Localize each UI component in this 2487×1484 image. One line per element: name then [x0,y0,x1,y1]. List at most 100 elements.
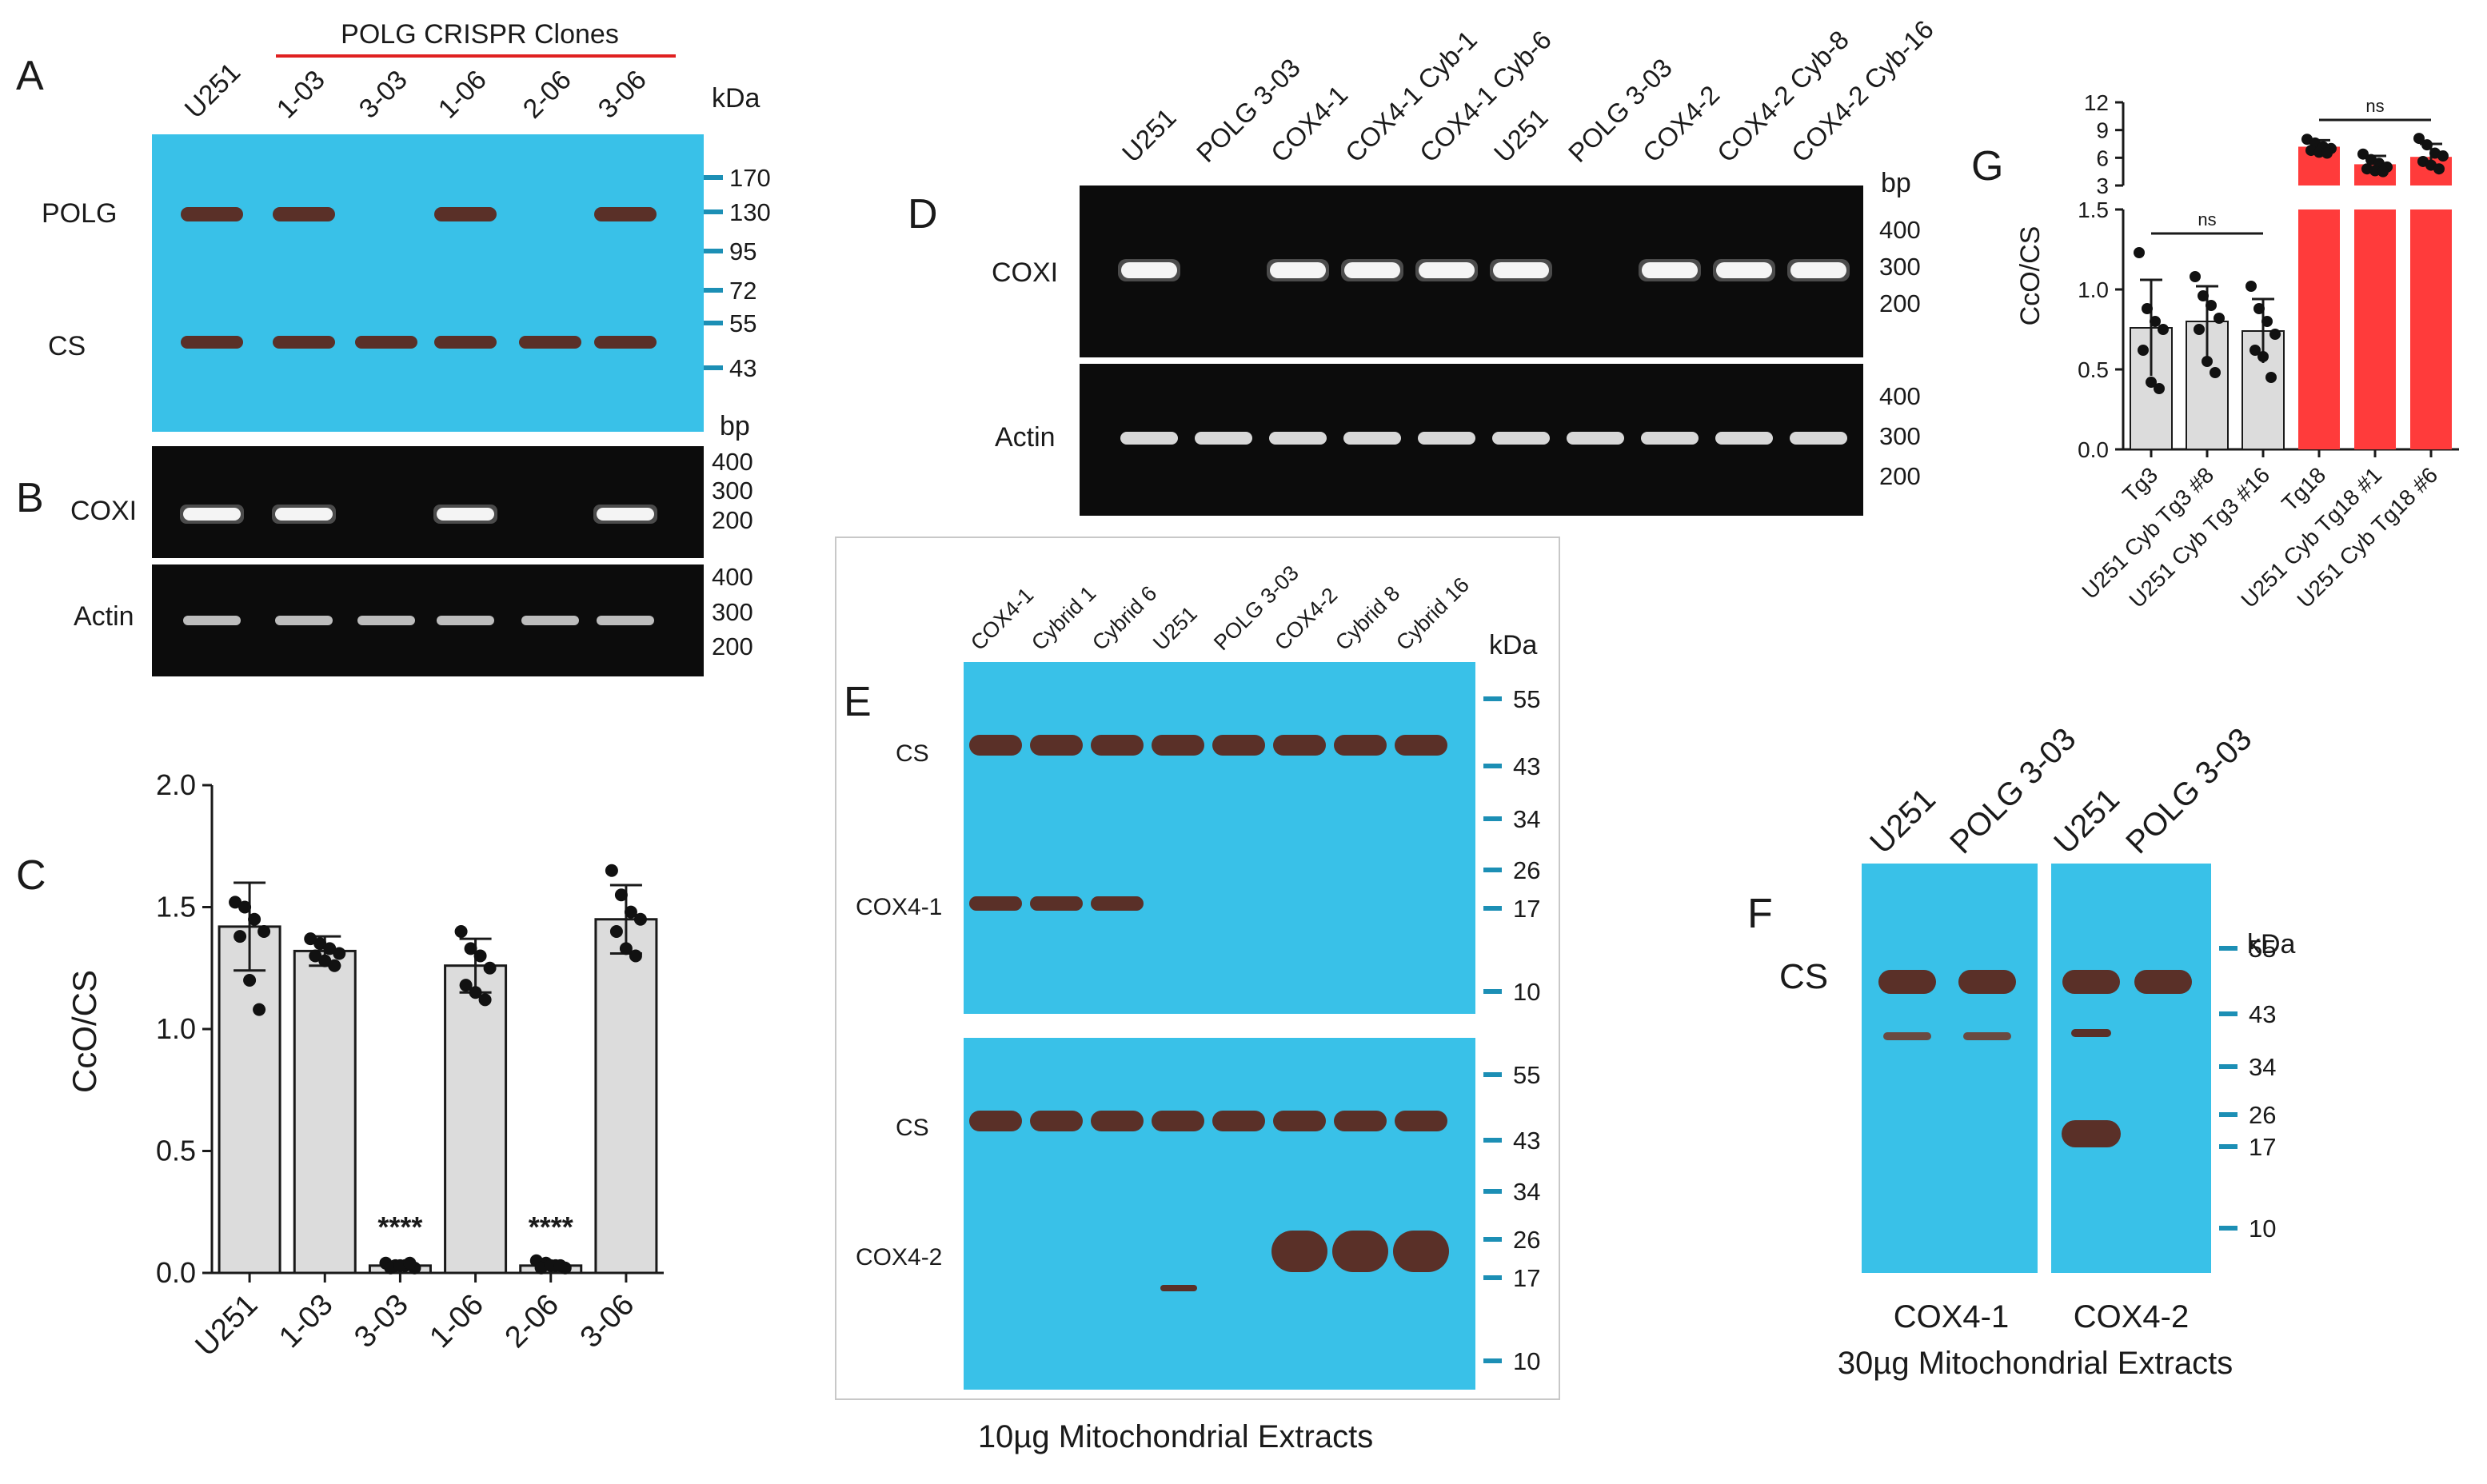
panel-f-blot-label-1: COX4-1 [1894,1299,2010,1334]
chart-c-point [257,925,271,938]
panel-e-band-cs-bottom [1152,1111,1204,1131]
chart-g-point [2198,290,2209,301]
chart-g-point [2134,247,2145,258]
panel-a-band-polg [273,207,335,221]
panel-a-lane-3-06: 3-06 [593,65,653,125]
chart-c-ytick-label: 0.0 [156,1256,196,1289]
chart-c-point [238,900,252,914]
panel-e-band-cs-bottom [1334,1111,1387,1131]
panel-b-letter: B [16,475,44,521]
chart-g-point [2377,166,2389,178]
chart-g-bar-lower [2354,209,2396,449]
panel-e-band-cs-bottom [1091,1111,1144,1131]
panel-d-band-actin [1269,432,1327,445]
chart-g-point [2214,313,2225,324]
panel-e-band-cs-bottom [1030,1111,1083,1131]
panel-b-marker-label: 200 [712,506,753,534]
chart-c-point [464,942,477,955]
panel-a-marker-label: 43 [729,354,756,382]
chart-g-bar-lower [2410,209,2452,449]
chart-c-point [609,925,623,938]
panel-a-marker-label: 55 [729,309,756,337]
panel-b-band-coxi [275,508,333,521]
panel-c-letter: C [16,852,46,899]
panel-f-lane-label: U251 [1863,782,1942,861]
panel-e-markers: 55 43 34 26 17 10 55 43 34 26 17 10 [1483,685,1540,1375]
panel-f-bands [1878,970,2192,1147]
chart-c-annotation: **** [377,1211,422,1243]
chart-g-point [2265,372,2277,383]
panel-e-band-cs-top [1334,735,1387,756]
panel-e-frame [835,537,1560,1400]
panel-e-marker-label: 26 [1513,856,1540,884]
panel-a-bands [181,207,657,349]
panel-e-marker-label: 34 [1513,1178,1540,1206]
chart-g-annotation: ns [2365,96,2384,116]
panel-a-group-label: POLG CRISPR Clones [341,19,619,50]
chart-c-point [534,1261,548,1275]
panel-f-band-cs [1878,970,1936,994]
chart-c-point [553,1259,567,1272]
panel-f-blot-label-2: COX4-2 [2074,1299,2190,1334]
panel-d-band-coxi [1121,262,1177,278]
chart-g-point [2249,345,2261,356]
panel-d-band-coxi [1716,262,1772,278]
panel-g-letter: G [1971,143,2003,189]
chart-g-point [2321,147,2333,159]
chart-c-point [393,1259,407,1272]
panel-d-band-actin [1195,432,1252,445]
chart-c-bar [293,949,357,1275]
chart-g-ytick-label: 3 [2096,174,2109,198]
panel-e-lane-label: COX4-1 [966,583,1038,655]
panel-e-marker-label: 10 [1513,1347,1540,1375]
chart-c-xtick-label: 2-06 [499,1288,565,1354]
panel-d-row-coxi: COXI [992,257,1058,288]
chart-g-ytick-label: 0.5 [2078,357,2109,382]
panel-e-lane-label: Cybrid 16 [1391,572,1474,655]
panel-b-marker-label: 300 [712,477,753,505]
chart-c-point [313,937,327,951]
chart-c-xtick-label: 1-03 [273,1288,339,1354]
panel-b-row-actin: Actin [74,601,134,632]
chart-c-point [473,949,487,963]
panel-e-caption: 10µg Mitochondrial Extracts [978,1419,1373,1454]
panel-e-band-cs-top [1091,735,1144,756]
chart-c-point [614,888,628,902]
panel-d-lane-label: COX4-1 Cyb-1 [1339,25,1483,168]
chart-c-point [605,864,618,877]
panel-a-marker-label: 72 [729,277,756,305]
panel-f-membrane-cox42 [2051,864,2211,1273]
panel-e-band-cox42 [1332,1231,1388,1272]
panel-a-marker-label: 170 [729,164,771,192]
chart-g-point [2210,367,2221,378]
chart-c-point [619,942,633,955]
chart-c-ylabel: CcO/CS [66,970,103,1093]
panel-e-lane-label: Cybrid 8 [1331,581,1404,655]
chart-g-point [2158,324,2169,335]
panel-d-band-actin [1492,432,1550,445]
panel-e-band-cox42 [1393,1231,1449,1272]
panel-a-unit: kDa [712,83,760,114]
panel-e-band-cs-bottom [1212,1111,1265,1131]
panel-b-band-actin [357,616,415,625]
panel-e-lane-label: U251 [1148,601,1202,655]
panel-f-band-faint [1883,1032,1931,1040]
panel-f-marker-label: 26 [2249,1101,2276,1129]
panel-f-lane-label: U251 [2047,782,2126,861]
panel-a-lane-1-06: 1-06 [433,65,493,125]
chart-g-bar-lower [2298,209,2340,449]
panel-f-letter: F [1747,891,1773,937]
panel-d-marker-label: 400 [1879,382,1921,410]
panel-e-band-cox41 [969,896,1022,911]
panel-b-bands [180,505,657,625]
chart-g-point [2437,150,2449,162]
chart-g-annotation: ns [2198,209,2216,229]
panel-f-band-faint [2071,1029,2111,1037]
chart-g-point [2194,324,2205,335]
chart-c-point [629,949,642,963]
panel-e-band-cs-bottom [969,1111,1022,1131]
chart-g-ylabel: CcO/CS [2015,226,2046,326]
panel-f-marker-label: 10 [2249,1215,2276,1243]
chart-c-point [403,1256,417,1270]
